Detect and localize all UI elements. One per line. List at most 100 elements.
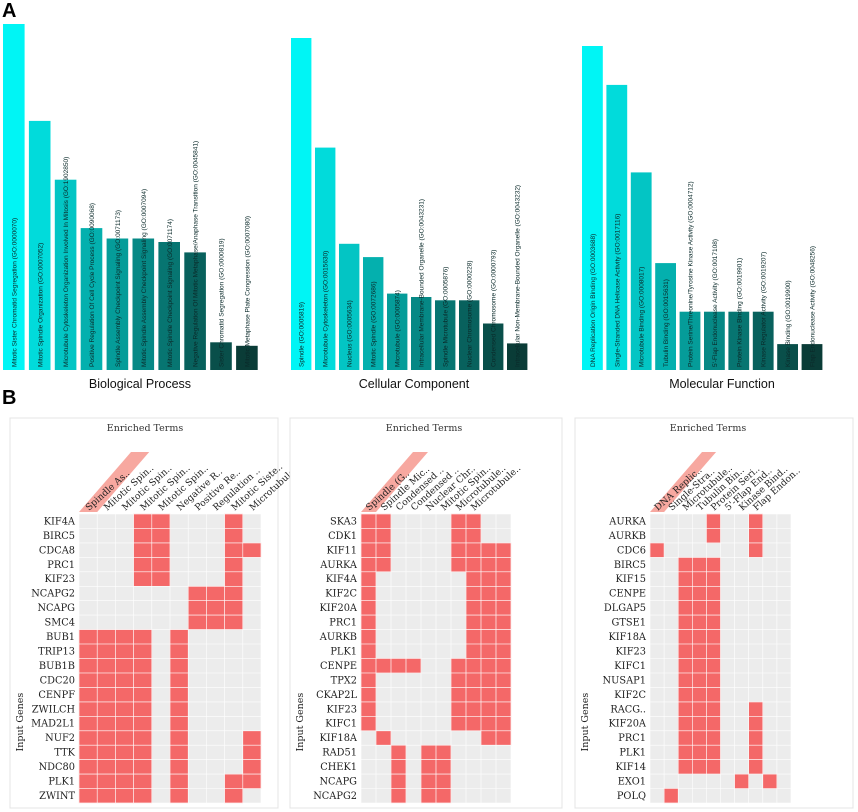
heat-cell-2-r13-c7 <box>450 687 467 703</box>
bar-2-8 <box>459 300 480 370</box>
gene-label-1-10: TRIP13 <box>38 647 75 658</box>
heat-cell-3-r17-c8 <box>748 744 764 760</box>
heat-cell-1-r12-c2 <box>96 672 116 688</box>
heat-cell-1-r12-c6 <box>169 672 189 688</box>
gene-label-1-18: NDC80 <box>39 762 75 773</box>
heat-cell-2-r1-c2 <box>375 513 392 529</box>
heat-cell-2-r2-c2 <box>375 528 392 544</box>
heat-cell-2-r11-c2 <box>375 658 392 674</box>
heat-cell-1-r2-c4 <box>133 528 153 544</box>
heat-cell-2-r6-c10 <box>495 586 512 601</box>
heat-cell-3-r11-c5 <box>706 658 721 674</box>
heat-cell-2-r16-c10 <box>495 730 512 746</box>
bar-1-6 <box>132 238 155 370</box>
gene-label-1-1: KIF4A <box>44 516 76 527</box>
gene-label-1-11: BUB1B <box>39 661 75 672</box>
heat-cell-3-r19-c7 <box>734 773 749 789</box>
gene-label-2-11: CENPE <box>320 661 357 672</box>
heat-cell-1-r19-c1 <box>78 773 98 789</box>
heat-cell-2-r7-c1 <box>360 600 377 616</box>
heat-cell-3-r8-c4 <box>692 614 707 630</box>
heat-cell-1-r19-c9 <box>224 773 244 789</box>
heat-cell-1-r16-c3 <box>115 730 134 746</box>
gene-label-1-3: CDCA8 <box>39 545 75 556</box>
heat-cell-3-r20-c2 <box>663 788 679 804</box>
heat-cell-1-r16-c2 <box>96 730 116 746</box>
heat-cell-2-r10-c10 <box>495 643 512 659</box>
heat-cell-1-r10-c3 <box>115 643 134 659</box>
heat-cell-3-r11-c3 <box>677 658 693 674</box>
heat-cell-2-r11-c10 <box>495 658 512 674</box>
heat-cell-1-r18-c2 <box>96 759 116 775</box>
heat-cell-2-r14-c9 <box>480 701 497 717</box>
gene-label-1-4: PRC1 <box>47 560 75 571</box>
gene-label-2-14: KIF23 <box>327 704 357 715</box>
heat-cell-3-r8-c3 <box>677 614 693 630</box>
heat-cell-1-r8-c9 <box>224 614 244 630</box>
gene-label-1-14: ZWILCH <box>32 704 75 715</box>
heat-cell-3-r14-c5 <box>706 701 721 717</box>
gene-label-1-7: NCAPG <box>37 603 75 614</box>
heat-cell-3-r16-c3 <box>677 730 693 746</box>
bar-label-1-1: Mitotic Sister Chromatid Segregation (GO… <box>11 218 18 367</box>
heat-cell-2-r7-c10 <box>495 600 512 616</box>
heat-cell-1-r7-c7 <box>187 600 207 616</box>
heat-cell-1-r11-c3 <box>115 658 134 674</box>
gene-label-2-6: KIF2C <box>325 589 357 600</box>
bar-label-2-4: Mitotic Spindle (GO:0072686) <box>371 281 378 367</box>
heat-cell-1-r18-c3 <box>115 759 134 775</box>
heat-cell-2-r4-c8 <box>465 557 482 573</box>
heat-cell-2-r7-c8 <box>465 600 482 616</box>
heat-cell-2-r9-c10 <box>495 629 512 645</box>
bar-3-7 <box>728 311 750 370</box>
bar-label-1-8: Negative Regulation Of Mitotic Metaphase… <box>193 141 200 367</box>
heat-cell-3-r7-c3 <box>677 600 693 616</box>
heat-cell-2-r1-c8 <box>465 513 482 529</box>
heat-cell-2-r18-c5 <box>420 759 437 775</box>
bar-1-8 <box>184 252 206 370</box>
heat-cell-2-r10-c1 <box>360 643 377 659</box>
heat-cell-3-r18-c5 <box>706 759 721 775</box>
gene-label-1-2: BIRC5 <box>43 531 75 542</box>
heat-cell-1-r17-c1 <box>78 744 98 760</box>
bar-label-1-7: Mitotic Spindle Checkpoint Signaling (GO… <box>167 219 174 367</box>
gene-label-2-12: TPX2 <box>331 675 357 686</box>
heat-cell-1-r9-c2 <box>96 629 116 645</box>
heat-cell-1-r17-c4 <box>133 744 153 760</box>
gene-label-2-1: SKA3 <box>330 516 357 527</box>
heat-cell-1-r12-c3 <box>115 672 134 688</box>
bar-1-2 <box>28 120 51 371</box>
heat-cell-2-r6-c8 <box>465 586 482 601</box>
heat-cell-1-r4-c4 <box>133 557 153 573</box>
bar-label-2-2: Microtubule Cytoskeleton (GO:0015630) <box>323 251 330 367</box>
bar-label-3-4: Tubulin Binding (GO:0015631) <box>663 279 670 367</box>
heat-cell-1-r11-c6 <box>169 658 189 674</box>
heat-cell-3-r14-c4 <box>692 701 707 717</box>
gene-label-3-11: KIFC1 <box>614 661 646 672</box>
heat-cell-1-r7-c8 <box>206 600 225 616</box>
heat-cell-1-r14-c2 <box>96 701 116 717</box>
heat-cell-2-r13-c8 <box>465 687 482 703</box>
bar-2-2 <box>315 147 336 370</box>
bar-3-9 <box>777 344 798 370</box>
gene-label-3-7: DLGAP5 <box>604 603 646 614</box>
panel-label-a: A <box>2 0 17 22</box>
heat-cell-3-r17-c4 <box>692 744 707 760</box>
bar-label-1-5: Spindle Assembly Checkpoint Signaling (G… <box>115 210 122 367</box>
heat-cell-2-r15-c8 <box>465 716 482 731</box>
heat-cell-1-r8-c8 <box>206 614 225 630</box>
gene-label-3-19: EXO1 <box>618 777 646 788</box>
heat-cell-2-r12-c10 <box>495 672 512 688</box>
gene-label-3-16: PRC1 <box>618 733 646 744</box>
heat-cell-3-r7-c4 <box>692 600 707 616</box>
heatmap-title-1: Enriched Terms <box>107 423 184 434</box>
heat-cell-2-r14-c1 <box>360 701 377 717</box>
gene-label-2-4: AURKA <box>319 560 358 571</box>
heat-cell-1-r12-c1 <box>78 672 98 688</box>
bar-2-7 <box>435 300 456 370</box>
y-axis-title-3: Input Genes <box>580 693 591 752</box>
heat-cell-1-r20-c4 <box>133 788 153 804</box>
heat-cell-3-r15-c3 <box>677 716 693 731</box>
heat-cell-2-r8-c9 <box>480 614 497 630</box>
